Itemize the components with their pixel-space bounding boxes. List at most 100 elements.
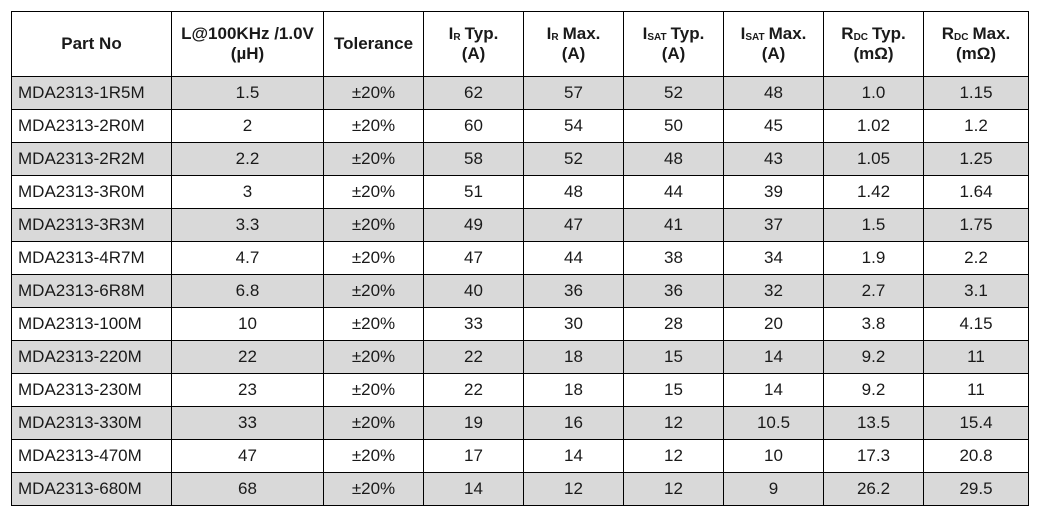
cell-isat-typ: 36 [623, 274, 724, 308]
cell-ir-max: 16 [523, 406, 624, 440]
cell-part-no: MDA2313-220M [11, 340, 172, 374]
cell-isat-typ: 50 [623, 109, 724, 143]
table-row: MDA2313-230M 23 ±20% 22 18 15 14 9.2 11 [11, 373, 1029, 407]
cell-ir-max: 52 [523, 142, 624, 176]
table-row: MDA2313-4R7M 4.7 ±20% 47 44 38 34 1.9 2.2 [11, 241, 1029, 275]
cell-isat-typ: 28 [623, 307, 724, 341]
cell-inductance: 1.5 [171, 76, 324, 110]
cell-isat-typ: 12 [623, 472, 724, 506]
cell-isat-typ: 15 [623, 373, 724, 407]
cell-rdc-typ: 9.2 [823, 340, 924, 374]
cell-ir-max: 36 [523, 274, 624, 308]
table-header: Part No L@100KHz /1.0V (µH) Tolerance IR T… [11, 11, 1029, 77]
cell-isat-max: 10 [723, 439, 824, 473]
cell-ir-typ: 22 [423, 340, 524, 374]
cell-part-no: MDA2313-330M [11, 406, 172, 440]
cell-ir-typ: 17 [423, 439, 524, 473]
cell-rdc-max: 1.64 [923, 175, 1029, 209]
cell-ir-typ: 49 [423, 208, 524, 242]
cell-ir-max: 18 [523, 340, 624, 374]
cell-inductance: 3 [171, 175, 324, 209]
cell-rdc-max: 1.2 [923, 109, 1029, 143]
cell-rdc-max: 15.4 [923, 406, 1029, 440]
table-row: MDA2313-470M 47 ±20% 17 14 12 10 17.3 20.8 [11, 439, 1029, 473]
cell-rdc-max: 1.15 [923, 76, 1029, 110]
cell-part-no: MDA2313-6R8M [11, 274, 172, 308]
cell-isat-max: 32 [723, 274, 824, 308]
inductor-spec-table: Part No L@100KHz /1.0V (µH) Tolerance IR T… [11, 11, 1029, 506]
col-header-isat-max: ISAT Max. (A) [723, 11, 824, 77]
cell-rdc-max: 3.1 [923, 274, 1029, 308]
cell-rdc-max: 11 [923, 373, 1029, 407]
table-row: MDA2313-2R0M 2 ±20% 60 54 50 45 1.02 1.2 [11, 109, 1029, 143]
col-header-part-no: Part No [11, 11, 172, 77]
cell-inductance: 10 [171, 307, 324, 341]
cell-inductance: 33 [171, 406, 324, 440]
cell-rdc-max: 20.8 [923, 439, 1029, 473]
table-body: MDA2313-1R5M 1.5 ±20% 62 57 52 48 1.0 1.15 MDA231… [11, 76, 1029, 506]
cell-ir-typ: 14 [423, 472, 524, 506]
cell-ir-max: 44 [523, 241, 624, 275]
cell-rdc-max: 1.25 [923, 142, 1029, 176]
cell-tolerance: ±20% [323, 175, 424, 209]
cell-inductance: 2 [171, 109, 324, 143]
cell-part-no: MDA2313-4R7M [11, 241, 172, 275]
cell-ir-typ: 58 [423, 142, 524, 176]
cell-isat-max: 45 [723, 109, 824, 143]
cell-tolerance: ±20% [323, 76, 424, 110]
cell-ir-max: 30 [523, 307, 624, 341]
cell-isat-typ: 12 [623, 406, 724, 440]
cell-part-no: MDA2313-680M [11, 472, 172, 506]
cell-inductance: 6.8 [171, 274, 324, 308]
cell-isat-typ: 48 [623, 142, 724, 176]
cell-part-no: MDA2313-2R0M [11, 109, 172, 143]
cell-isat-typ: 52 [623, 76, 724, 110]
cell-tolerance: ±20% [323, 274, 424, 308]
cell-rdc-typ: 1.02 [823, 109, 924, 143]
cell-isat-max: 48 [723, 76, 824, 110]
col-header-inductance: L@100KHz /1.0V (µH) [171, 11, 324, 77]
cell-isat-typ: 12 [623, 439, 724, 473]
cell-part-no: MDA2313-1R5M [11, 76, 172, 110]
cell-rdc-typ: 1.9 [823, 241, 924, 275]
cell-isat-typ: 44 [623, 175, 724, 209]
cell-isat-max: 14 [723, 340, 824, 374]
cell-ir-max: 57 [523, 76, 624, 110]
cell-tolerance: ±20% [323, 208, 424, 242]
cell-part-no: MDA2313-100M [11, 307, 172, 341]
cell-isat-typ: 15 [623, 340, 724, 374]
col-header-rdc-typ: RDC Typ. (mΩ) [823, 11, 924, 77]
cell-ir-typ: 62 [423, 76, 524, 110]
cell-rdc-max: 2.2 [923, 241, 1029, 275]
cell-ir-max: 54 [523, 109, 624, 143]
cell-part-no: MDA2313-230M [11, 373, 172, 407]
cell-rdc-typ: 17.3 [823, 439, 924, 473]
cell-tolerance: ±20% [323, 307, 424, 341]
col-header-isat-typ: ISAT Typ. (A) [623, 11, 724, 77]
cell-isat-max: 20 [723, 307, 824, 341]
cell-ir-typ: 60 [423, 109, 524, 143]
table-row: MDA2313-100M 10 ±20% 33 30 28 20 3.8 4.15 [11, 307, 1029, 341]
cell-ir-max: 48 [523, 175, 624, 209]
cell-ir-max: 12 [523, 472, 624, 506]
cell-ir-typ: 19 [423, 406, 524, 440]
cell-isat-max: 43 [723, 142, 824, 176]
cell-ir-typ: 22 [423, 373, 524, 407]
table-row: MDA2313-1R5M 1.5 ±20% 62 57 52 48 1.0 1.15 [11, 76, 1029, 110]
table-row: MDA2313-2R2M 2.2 ±20% 58 52 48 43 1.05 1.25 [11, 142, 1029, 176]
table-row: MDA2313-6R8M 6.8 ±20% 40 36 36 32 2.7 3.1 [11, 274, 1029, 308]
cell-rdc-max: 11 [923, 340, 1029, 374]
table-row: MDA2313-3R0M 3 ±20% 51 48 44 39 1.42 1.64 [11, 175, 1029, 209]
col-header-tolerance: Tolerance [323, 11, 424, 77]
cell-isat-max: 9 [723, 472, 824, 506]
cell-rdc-typ: 3.8 [823, 307, 924, 341]
cell-inductance: 68 [171, 472, 324, 506]
cell-isat-max: 10.5 [723, 406, 824, 440]
cell-ir-max: 47 [523, 208, 624, 242]
cell-inductance: 2.2 [171, 142, 324, 176]
cell-tolerance: ±20% [323, 241, 424, 275]
cell-tolerance: ±20% [323, 340, 424, 374]
cell-inductance: 47 [171, 439, 324, 473]
col-header-ir-max: IR Max. (A) [523, 11, 624, 77]
cell-rdc-max: 4.15 [923, 307, 1029, 341]
